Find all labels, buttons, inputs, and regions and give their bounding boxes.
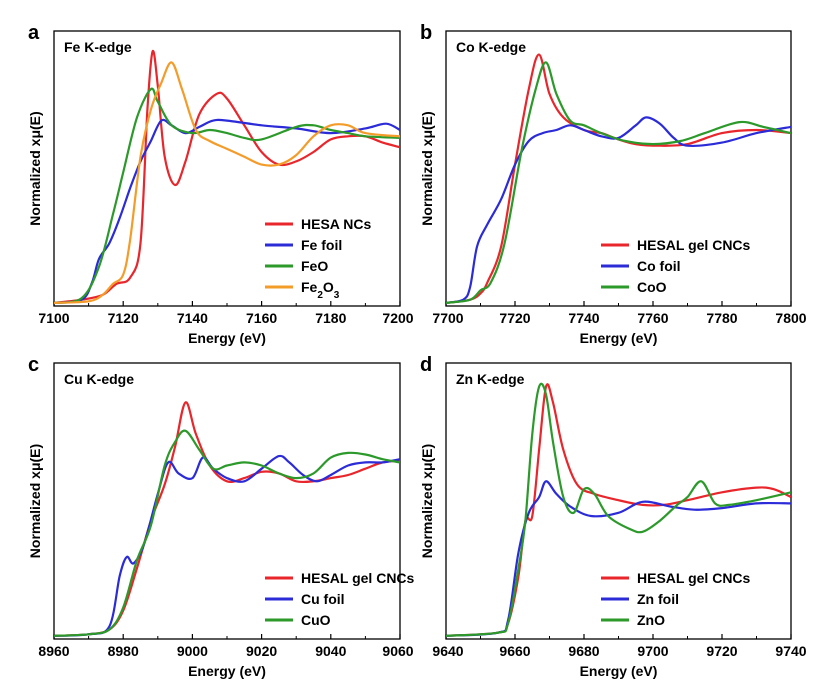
legend-label-zn-foil: Zn foil (637, 591, 679, 607)
x-tick-label: 7140 (177, 310, 208, 326)
series-line-zno (446, 382, 791, 637)
panel-letter: a (28, 22, 40, 44)
series-line-co-foil (446, 116, 791, 304)
legend: HESA NCs Fe foil FeO Fe2O3 (265, 216, 371, 301)
series-group (446, 382, 791, 637)
legend: HESAL gel CNCs Zn foil ZnO (601, 570, 751, 628)
x-tick-label: 9720 (706, 643, 737, 659)
x-tick-label: 9020 (246, 643, 277, 659)
x-axis-label: Energy (eV) (188, 330, 266, 346)
legend-label-hesal-gel-cncs: HESAL gel CNCs (301, 570, 415, 586)
legend-label-fe2o3: Fe2O3 (301, 279, 340, 301)
legend-label-fe-foil: Fe foil (301, 237, 342, 253)
x-axis-label: Energy (eV) (188, 663, 266, 679)
legend-label-cuo: CuO (301, 612, 331, 628)
legend-label-hesa-ncs: HESA NCs (301, 216, 371, 232)
x-tick-label: 9660 (499, 643, 530, 659)
x-tick-label: 7720 (499, 310, 530, 326)
panel-letter: b (420, 22, 432, 44)
x-tick-label: 9700 (637, 643, 668, 659)
plot-frame (53, 30, 401, 307)
panel-c: c Cu K-edge Normalized xμ(E) 8960 8980 9000 90… (27, 354, 415, 679)
series-line-coo (446, 61, 791, 304)
legend-label-coo: CoO (637, 279, 667, 295)
x-tick-label: 7200 (382, 310, 413, 326)
x-tick-label: 7180 (315, 310, 346, 326)
x-tick-label: 8960 (38, 643, 69, 659)
x-tick-label: 9740 (775, 643, 806, 659)
series-line-hesal-gel-cncs (446, 53, 791, 304)
legend: HESAL gel CNCs Cu foil CuO (265, 570, 415, 628)
edge-title: Zn K-edge (456, 371, 525, 387)
panel-d: d Zn K-edge Normalized xμ(E) 9640 9660 9680 97… (419, 354, 807, 679)
legend-label-cu-foil: Cu foil (301, 591, 345, 607)
series-line-hesal-gel-cncs (446, 383, 791, 637)
series-line-hesa-ncs (54, 49, 400, 304)
legend-label-zno: ZnO (637, 612, 665, 628)
x-tick-label: 7780 (706, 310, 737, 326)
x-tick-label: 9000 (177, 643, 208, 659)
legend-label-hesal-gel-cncs: HESAL gel CNCs (637, 237, 751, 253)
panel-letter: c (28, 354, 39, 376)
legend-label-co-foil: Co foil (637, 258, 681, 274)
legend-label-feo: FeO (301, 258, 328, 274)
panel-b: b Co K-edge Normalized xμ(E) 7700 7720 7740 77… (419, 22, 807, 346)
edge-title: Cu K-edge (64, 371, 134, 387)
x-tick-label: 7760 (637, 310, 668, 326)
x-tick-label: 7120 (108, 310, 139, 326)
x-axis-label: Energy (eV) (580, 330, 658, 346)
series-line-cu-foil (54, 454, 400, 637)
x-tick-label: 9640 (432, 643, 463, 659)
x-axis-label: Energy (eV) (580, 663, 658, 679)
x-tick-label: 7740 (568, 310, 599, 326)
series-line-zn-foil (446, 480, 791, 637)
y-axis-label: Normalized xμ(E) (419, 444, 435, 558)
legend: HESAL gel CNCs Co foil CoO (601, 237, 751, 295)
series-line-fe-foil (54, 118, 400, 304)
x-tick-label: 7800 (775, 310, 806, 326)
x-tick-label: 7100 (38, 310, 69, 326)
x-tick-label: 9680 (568, 643, 599, 659)
series-line-cuo (54, 429, 400, 637)
series-line-fe2o3 (54, 61, 400, 304)
panel-letter: d (420, 354, 432, 376)
y-axis-label: Normalized xμ(E) (27, 111, 43, 225)
x-tick-label: 8980 (108, 643, 139, 659)
y-axis-label: Normalized xμ(E) (27, 444, 43, 558)
series-group (54, 401, 400, 637)
edge-title: Fe K-edge (64, 39, 132, 55)
y-axis-label: Normalized xμ(E) (419, 111, 435, 225)
series-line-hesal-gel-cncs (54, 401, 400, 637)
x-tick-label: 9040 (315, 643, 346, 659)
panel-a: a Fe K-edge Normalized xμ(E) 7100 7120 7140 71… (27, 22, 414, 346)
plot-frame (53, 362, 401, 640)
edge-title: Co K-edge (456, 39, 526, 55)
series-group (446, 53, 791, 304)
x-tick-label: 7700 (432, 310, 463, 326)
series-group (54, 49, 400, 304)
series-line-feo (54, 87, 400, 304)
legend-label-hesal-gel-cncs: HESAL gel CNCs (637, 570, 751, 586)
x-tick-label: 9060 (382, 643, 413, 659)
x-tick-label: 7160 (246, 310, 277, 326)
